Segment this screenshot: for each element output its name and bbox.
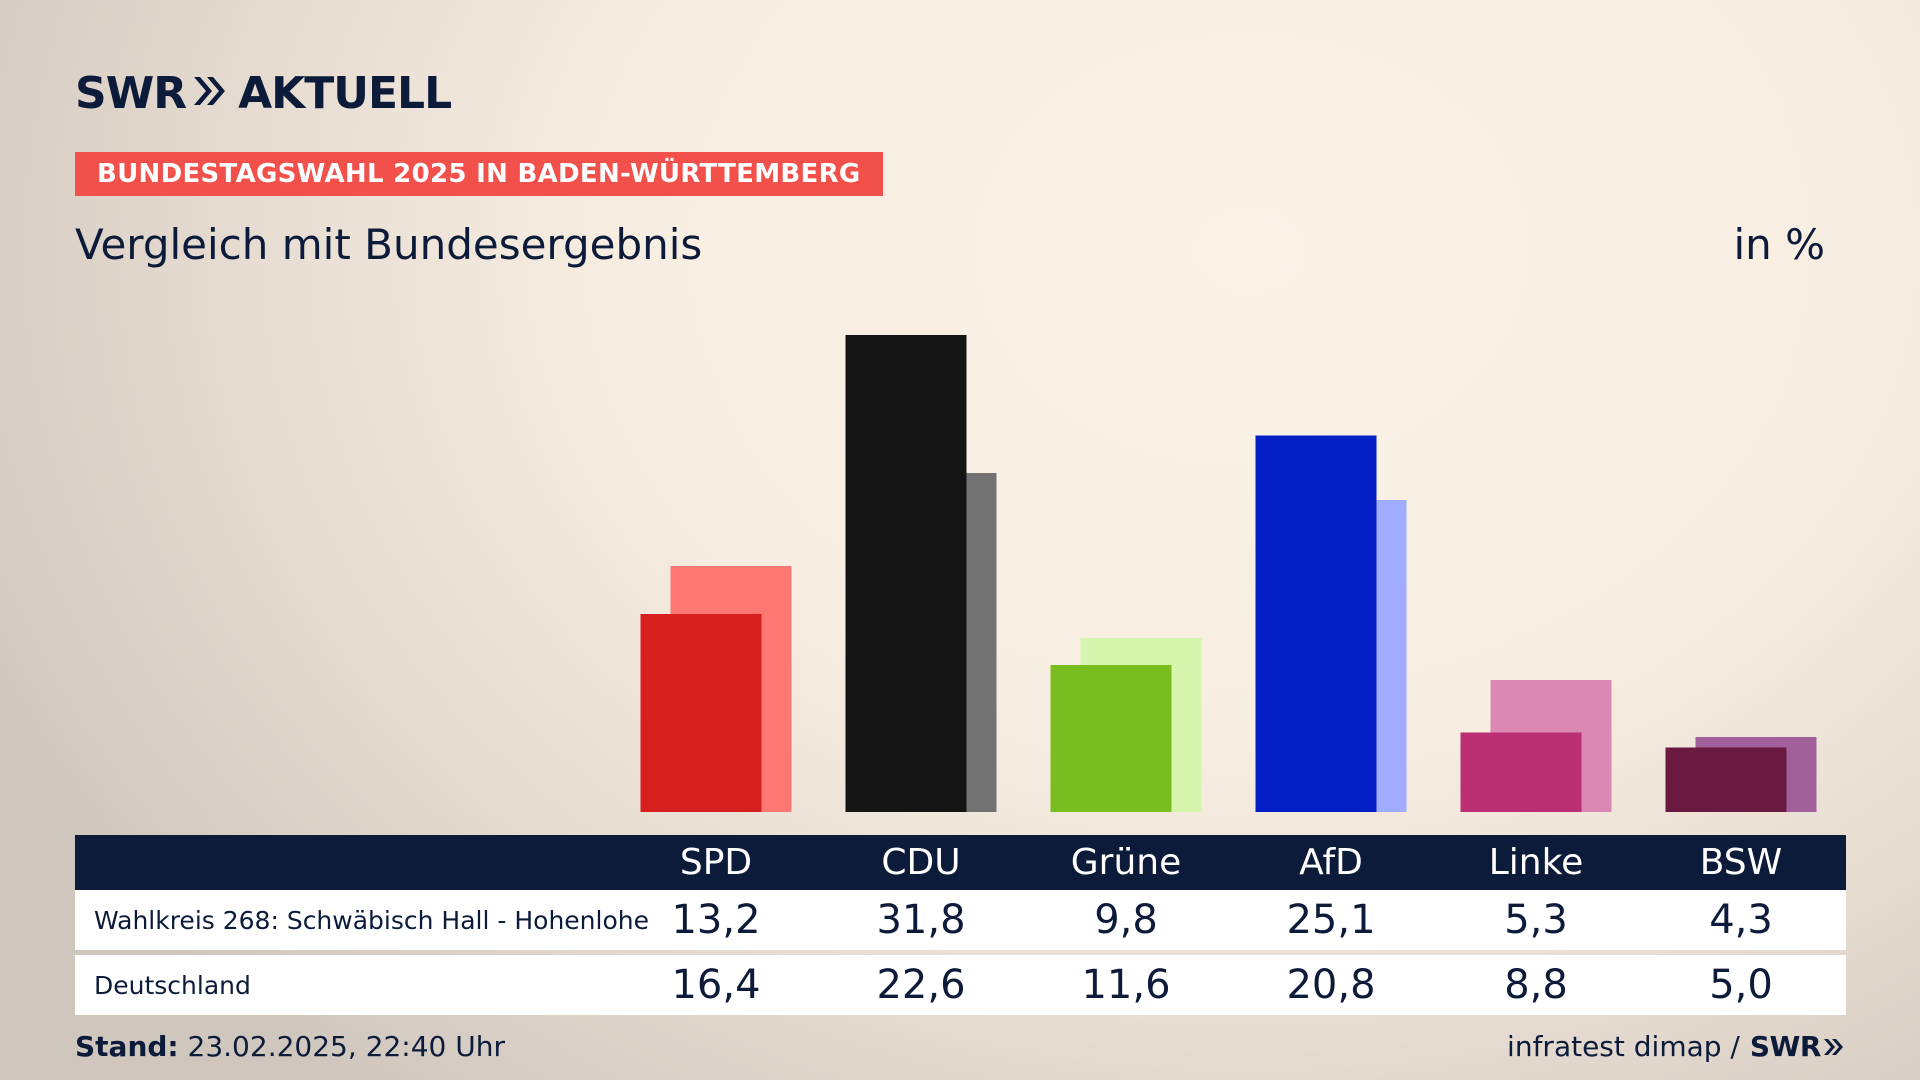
small-chevron-icon [1824,1038,1843,1055]
bar-wahlkreis-spd [640,614,762,812]
timestamp: Stand: 23.02.2025, 22:40 Uhr [75,1030,505,1063]
header-linke: Linke [1488,842,1584,883]
bar-wahlkreis-afd [1255,435,1377,812]
chart-subtitle: Vergleich mit Bundesergebnis [75,220,703,269]
logo-swr-text: SWR [75,67,187,119]
row-label-deutschland: Deutschland [94,970,251,1000]
value-wahlkreis-spd: 13,2 [671,897,761,943]
value-deutschland-spd: 16,4 [671,962,761,1008]
header-bsw: BSW [1699,842,1783,883]
row-label-wahlkreis: Wahlkreis 268: Schwäbisch Hall - Hohenlo… [94,905,649,935]
results-table: SPD CDU Grüne AfD Linke BSW Wahlkreis 268: Sc… [75,835,1846,1015]
bar-chart [640,335,1817,812]
stand-label: Stand: [75,1030,179,1063]
value-wahlkreis-cdu: 31,8 [876,897,966,943]
unit-label: in % [1733,220,1825,269]
value-wahlkreis-afd: 25,1 [1286,897,1376,943]
stand-value: 23.02.2025, 22:40 Uhr [187,1030,505,1063]
bar-wahlkreis-bsw [1665,747,1787,812]
value-deutschland-linke: 8,8 [1504,962,1568,1008]
header-cdu: CDU [881,842,961,883]
source-brand: SWR [1749,1030,1822,1063]
bar-wahlkreis-cdu [845,335,967,812]
logo-aktuell-text: AKTUELL [238,67,452,119]
table-header: SPD CDU Grüne AfD Linke BSW [75,835,1846,890]
double-chevron-icon [192,75,226,111]
bar-wahlkreis-linke [1460,732,1582,812]
header-afd: AfD [1299,842,1363,883]
table-row-deutschland: Deutschland 16,4 22,6 11,6 20,8 8,8 5,0 [75,955,1846,1015]
value-wahlkreis-gruene: 9,8 [1094,897,1158,943]
value-wahlkreis-linke: 5,3 [1504,897,1568,943]
bar-wahlkreis-gruene [1050,665,1172,812]
value-deutschland-gruene: 11,6 [1081,962,1171,1008]
source-credit: infratest dimap / SWR [1507,1030,1845,1063]
value-deutschland-afd: 20,8 [1286,962,1376,1008]
swr-aktuell-logo: SWR AKTUELL [75,67,452,119]
election-banner: BUNDESTAGSWAHL 2025 IN BADEN-WÜRTTEMBERG [75,152,883,196]
source-text: infratest dimap / [1507,1030,1740,1063]
header-spd: SPD [679,842,753,883]
table-row-wahlkreis: Wahlkreis 268: Schwäbisch Hall - Hohenlo… [75,890,1846,950]
header-gruene: Grüne [1070,842,1182,883]
value-deutschland-cdu: 22,6 [876,962,966,1008]
value-deutschland-bsw: 5,0 [1709,962,1773,1008]
value-wahlkreis-bsw: 4,3 [1709,897,1773,943]
